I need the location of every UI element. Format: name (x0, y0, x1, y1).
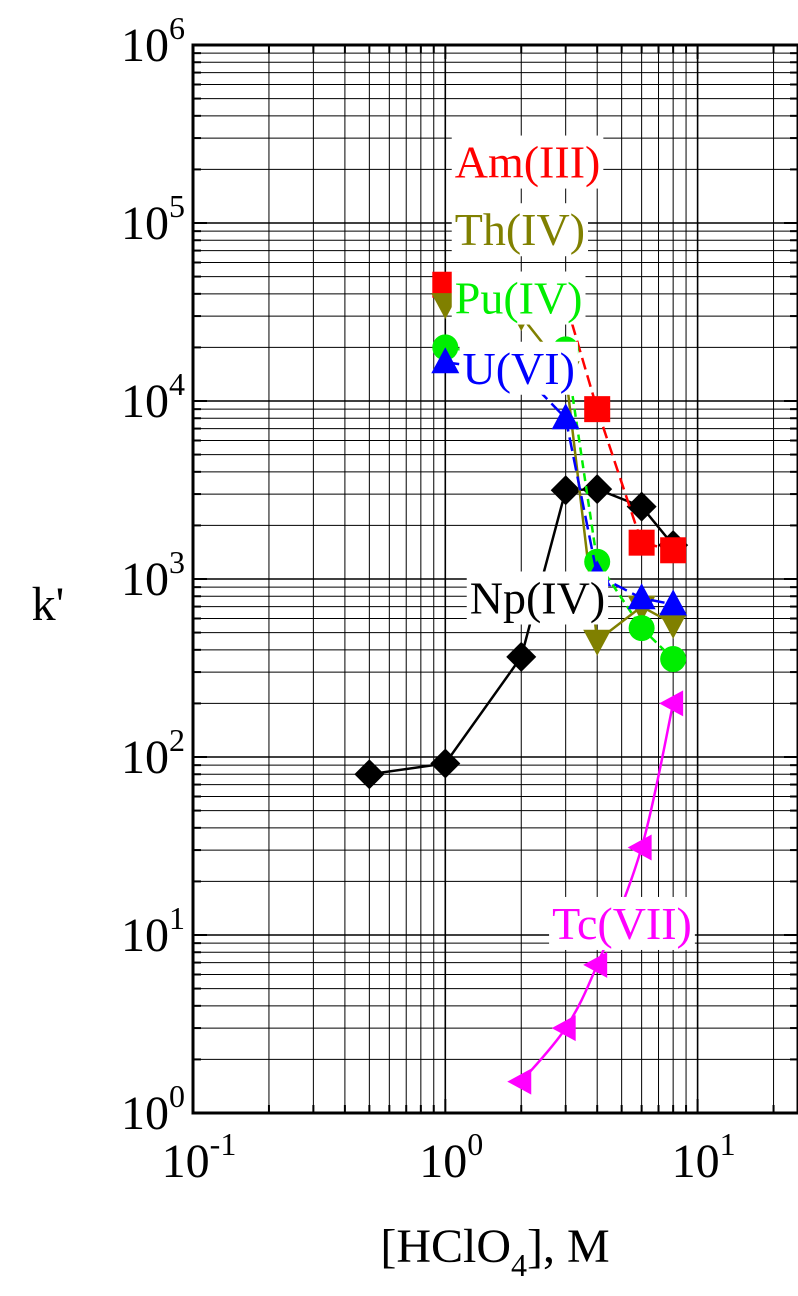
data-point-triangle-left (659, 690, 684, 717)
x-axis-label-suffix: ], M (527, 1220, 610, 1273)
series-name-label: Am(III) (455, 137, 601, 188)
x-axis-label-subscript: 4 (511, 1247, 527, 1283)
y-tick-label: 106 (121, 10, 185, 72)
x-tick-label: 100 (419, 1126, 483, 1188)
data-point-square (584, 396, 611, 423)
series-name-label: Pu(IV) (455, 273, 583, 324)
x-tick-label: 101 (672, 1126, 736, 1188)
series-label-background (451, 203, 589, 257)
data-point-diamond (506, 641, 537, 672)
data-point-square (628, 529, 655, 556)
data-point-triangle-left (507, 1068, 532, 1095)
series-name-label: U(VI) (463, 343, 575, 394)
data-point-triangle-up (659, 589, 688, 616)
data-point-circle (628, 615, 655, 642)
data-point-triangle-left (627, 834, 652, 861)
data-point-triangle-up (551, 403, 580, 430)
data-point-triangle-down (659, 612, 688, 639)
data-point-diamond (582, 474, 613, 505)
x-tick-label: 10-1 (162, 1126, 237, 1188)
y-tick-label: 105 (121, 188, 185, 250)
x-axis-label: [HClO4], M (380, 1220, 609, 1283)
data-point-triangle-left (551, 1015, 576, 1042)
data-point-triangle-up (431, 347, 460, 374)
data-point-triangle-left (583, 951, 608, 978)
y-tick-label: 104 (121, 366, 185, 428)
data-point-diamond (354, 759, 385, 790)
series-name-label: Th(IV) (455, 204, 585, 255)
series-name-label: Tc(VII) (552, 898, 692, 949)
series-label-background (451, 271, 586, 325)
series-label-background (451, 135, 604, 189)
series-label-background (459, 341, 578, 395)
y-tick-label: 101 (121, 900, 185, 962)
axis-labels: k' [HClO4], M (32, 578, 610, 1283)
data-point-diamond (626, 491, 657, 522)
y-tick-label: 102 (121, 722, 185, 784)
data-point-diamond (430, 748, 461, 779)
y-axis-label: k' (32, 578, 65, 631)
y-tick-label: 103 (121, 544, 185, 606)
series-label-background (549, 896, 695, 950)
series-label-background (466, 571, 609, 625)
data-point-diamond (550, 475, 581, 506)
data-point-triangle-up (627, 583, 656, 610)
y-tick-label: 100 (121, 1078, 185, 1140)
series-tc-vii- (507, 690, 684, 1095)
x-axis-label-prefix: [HClO (380, 1220, 511, 1273)
data-point-square (660, 537, 687, 564)
data-point-triangle-down (583, 629, 612, 656)
series-name-label: Np(IV) (470, 572, 605, 623)
data-point-circle (660, 646, 687, 673)
series-labels: Np(IV) Am(III) Th(IV) Pu(IV) U(VI) Tc(VII) (451, 135, 695, 950)
